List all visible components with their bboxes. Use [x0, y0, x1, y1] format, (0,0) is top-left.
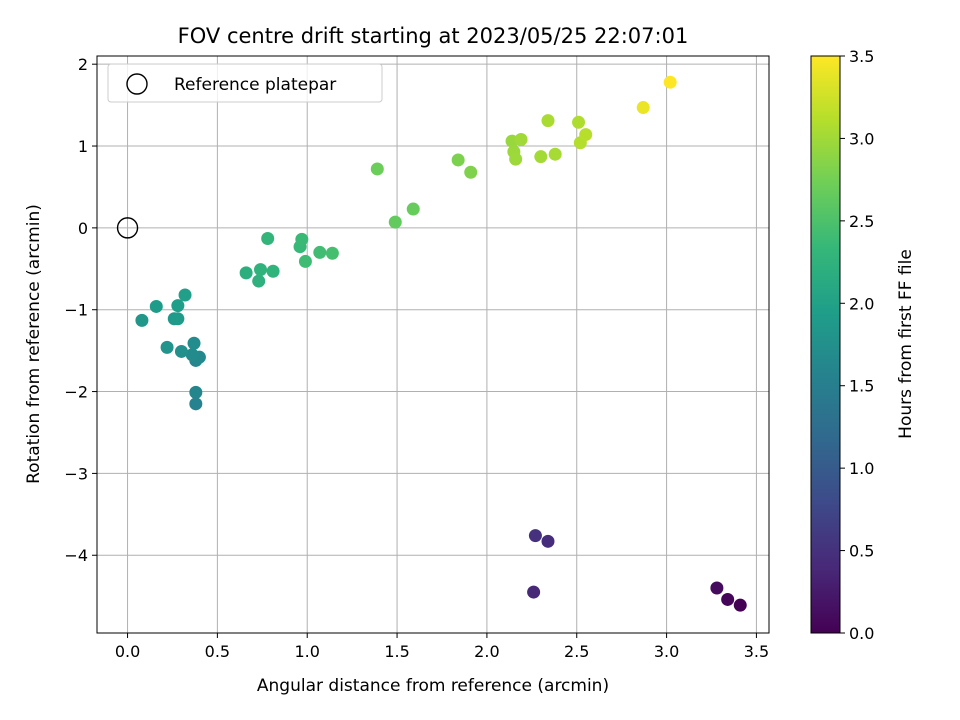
colorbar-tick-label: 3.5 — [849, 47, 874, 66]
y-tick-label: 0 — [78, 219, 88, 238]
reference-platepar-marker — [116, 217, 139, 239]
y-tick-label: −4 — [64, 546, 88, 565]
colorbar: 0.0 0.5 1.0 1.5 2.0 2.5 3.0 3.5 Hours from firs… — [810, 47, 916, 643]
colorbar-ticks: 0.0 0.5 1.0 1.5 2.0 2.5 3.0 3.5 — [840, 47, 874, 643]
scatter-point — [451, 153, 465, 167]
reference-layer — [116, 217, 139, 239]
scatter-point — [189, 385, 203, 399]
colorbar-tick-label: 2.5 — [849, 212, 874, 231]
scatter-point — [171, 299, 185, 313]
scatter-point — [388, 215, 402, 229]
y-tick-label: −1 — [64, 301, 88, 320]
y-tick-label: 1 — [78, 137, 88, 156]
scatter-point — [733, 598, 747, 612]
colorbar-tick-label: 1.0 — [849, 459, 874, 478]
scatter-point — [534, 150, 548, 164]
colorbar-label: Hours from first FF file — [896, 249, 916, 439]
scatter-point — [636, 101, 650, 115]
x-tick-label: 2.0 — [474, 642, 499, 661]
scatter-point — [541, 534, 555, 548]
y-axis-label: Rotation from reference (arcmin) — [24, 204, 44, 484]
scatter-point — [252, 274, 266, 288]
scatter-point — [174, 344, 188, 358]
x-tick-label: 0.0 — [115, 642, 140, 661]
scatter-point — [189, 397, 203, 411]
x-tick-label: 1.5 — [384, 642, 409, 661]
x-tick-label: 1.0 — [294, 642, 319, 661]
scatter-point — [266, 264, 280, 278]
scatter-point — [135, 313, 149, 327]
scatter-point — [149, 299, 163, 313]
scatter-point — [406, 202, 420, 216]
data-points — [135, 75, 747, 612]
plot-frame — [96, 55, 770, 634]
y-tick-label: −3 — [64, 464, 88, 483]
y-tick-label: −2 — [64, 383, 88, 402]
scatter-point — [325, 246, 339, 260]
colorbar-tick-label: 3.0 — [849, 129, 874, 148]
colorbar-tick-label: 1.5 — [849, 377, 874, 396]
x-tick-label: 0.5 — [205, 642, 230, 661]
x-tick-label: 2.5 — [564, 642, 589, 661]
scatter-point — [171, 312, 185, 326]
colorbar-tick-label: 0.5 — [849, 542, 874, 561]
scatter-point — [509, 152, 523, 166]
scatter-point — [710, 581, 724, 595]
grid — [97, 56, 769, 633]
scatter-point — [721, 592, 735, 606]
scatter-point — [572, 115, 586, 129]
colorbar-tick-label: 2.0 — [849, 294, 874, 313]
scatter-point — [187, 336, 201, 350]
scatter-point — [261, 232, 275, 246]
scatter-point — [370, 162, 384, 176]
chart-title: FOV centre drift starting at 2023/05/25 … — [178, 24, 689, 48]
axis-ticks: 0.0 0.5 1.0 1.5 2.0 2.5 3.0 3.5 −4 −3 −2 −1 0 1 2 — [64, 55, 769, 661]
scatter-point — [663, 75, 677, 89]
scatter-point — [527, 585, 541, 599]
colorbar-tick-label: 0.0 — [849, 624, 874, 643]
x-tick-label: 3.0 — [654, 642, 679, 661]
scatter-point — [298, 254, 312, 268]
scatter-point — [541, 114, 555, 128]
scatter-point — [160, 340, 174, 354]
colorbar-gradient — [810, 55, 841, 634]
scatter-point — [548, 147, 562, 161]
legend-label-reference-platepar: Reference platepar — [174, 75, 336, 95]
x-tick-label: 3.5 — [744, 642, 769, 661]
scatter-point — [313, 245, 327, 259]
scatter-point — [185, 348, 199, 362]
scatter-point — [579, 128, 593, 142]
scatter-point — [528, 529, 542, 543]
legend: Reference platepar — [107, 63, 383, 103]
scatter-point — [514, 132, 528, 146]
scatter-point — [239, 266, 253, 280]
y-tick-label: 2 — [78, 55, 88, 74]
scatter-point — [178, 288, 192, 302]
scatter-point — [464, 165, 478, 179]
legend-reference-marker — [126, 73, 148, 95]
legend-box — [107, 63, 383, 103]
scatter-point — [254, 263, 268, 277]
scatter-point — [295, 232, 309, 246]
x-axis-label: Angular distance from reference (arcmin) — [257, 676, 609, 696]
